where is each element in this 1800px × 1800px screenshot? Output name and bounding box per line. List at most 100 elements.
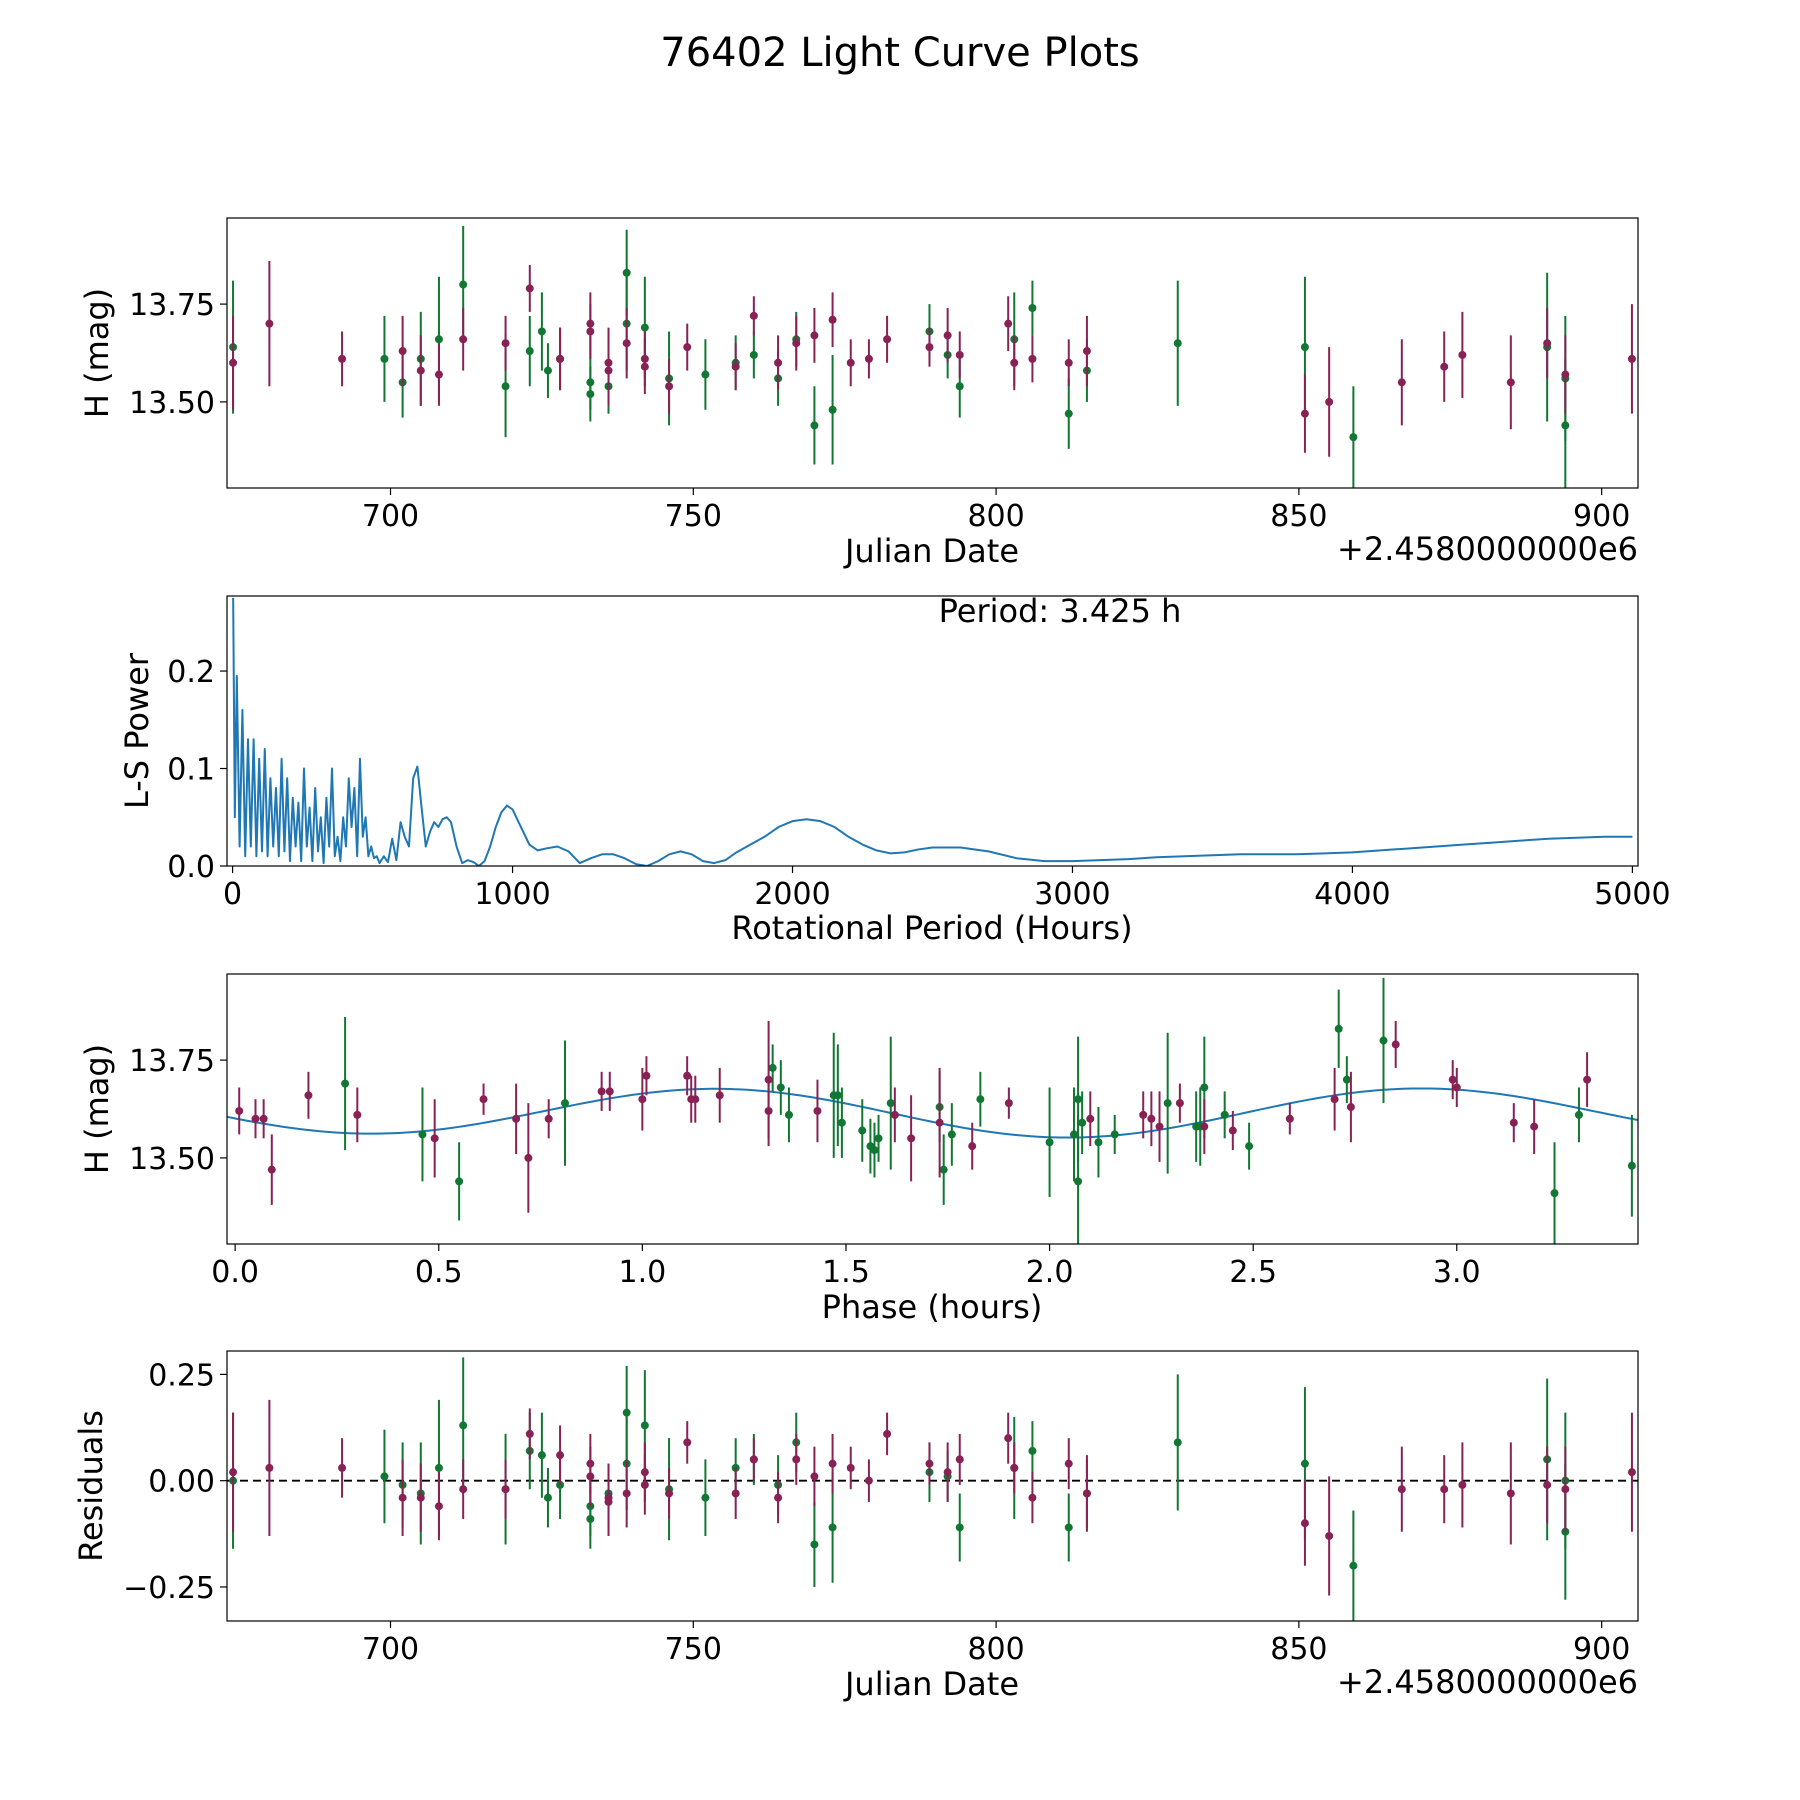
light-curve-ticks: 700 750 800 850 900 13.50 13.75 [129, 288, 1630, 534]
purple-data-point [556, 327, 565, 391]
purple-data-point [1397, 1446, 1406, 1532]
purple-data-point [883, 315, 892, 363]
purple-data-point [955, 1433, 964, 1485]
green-data-point [701, 339, 710, 410]
purple-data-point [605, 1071, 614, 1111]
purple-data-point [864, 1459, 873, 1502]
purple-data-point [604, 1463, 613, 1532]
x-tick-label: 0.0 [211, 1255, 259, 1290]
x-tick-label: 2.5 [1229, 1255, 1277, 1290]
figure-title: 76402 Light Curve Plots [660, 30, 1139, 76]
purple-data-point [1155, 1091, 1164, 1162]
residuals-xlabel: Julian Date [843, 1665, 1019, 1703]
periodogram-ylabel: L-S Power [118, 652, 156, 809]
purple-data-point [792, 1433, 801, 1485]
y-tick-label: 13.75 [129, 288, 215, 323]
purple-data-point [1082, 315, 1091, 387]
x-tick-label: 5000 [1594, 877, 1670, 912]
residuals-ylabel: Residuals [72, 1410, 110, 1562]
purple-data-point [1004, 296, 1013, 352]
purple-data-point [1543, 308, 1552, 379]
green-data-point [380, 315, 389, 402]
green-data-point [537, 292, 546, 371]
purple-data-point [1028, 335, 1037, 383]
purple-data-point [890, 1087, 899, 1143]
purple-data-point [304, 1071, 313, 1119]
green-data-point [866, 1118, 875, 1174]
green-data-point [749, 331, 758, 379]
purple-data-point [524, 1103, 533, 1213]
green-data-point [1627, 1114, 1636, 1217]
purple-data-point [1440, 1455, 1449, 1524]
green-data-point [622, 1365, 631, 1460]
x-tick-label: 700 [362, 1632, 419, 1667]
purple-data-point [398, 1459, 407, 1536]
purple-data-point [1325, 347, 1334, 457]
purple-data-point [828, 292, 837, 348]
x-tick-label: 1.5 [822, 1255, 870, 1290]
purple-data-point [501, 1459, 510, 1519]
residuals-panel: 700 750 800 850 900 −0.25 0.00 0.25 Julian Date… [72, 1350, 1639, 1703]
periodogram-marks [232, 597, 1633, 866]
purple-data-point [1147, 1091, 1156, 1147]
purple-data-point [1458, 311, 1467, 398]
purple-data-point [640, 1455, 649, 1515]
periodogram-line [232, 597, 1633, 866]
purple-data-point [731, 1467, 740, 1519]
green-data-point [858, 1099, 867, 1162]
purple-data-point [1448, 1060, 1457, 1100]
purple-data-point [642, 1056, 651, 1096]
purple-data-point [267, 1134, 276, 1205]
purple-data-point [1452, 1067, 1461, 1108]
purple-data-point [1627, 1412, 1636, 1532]
green-data-point [776, 1060, 785, 1115]
x-tick-label: 750 [665, 1632, 722, 1667]
purple-data-point [434, 1472, 443, 1541]
phase-panel: 0.0 0.5 1.0 1.5 2.0 2.5 3.0 13.50 13.75 Phase (h… [78, 973, 1639, 1326]
purple-data-point [907, 1095, 916, 1182]
purple-data-point [828, 1433, 837, 1494]
green-data-point [870, 1122, 879, 1178]
green-data-point [341, 1017, 350, 1151]
y-tick-label: 0.25 [148, 1358, 215, 1393]
purple-data-point [416, 1463, 425, 1532]
x-tick-label: 900 [1573, 1632, 1630, 1667]
purple-data-point [434, 343, 443, 406]
purple-data-point [1543, 1446, 1552, 1524]
periodogram-panel: 0 1000 2000 3000 4000 5000 0.0 0.1 0.2 Period: 3… [118, 592, 1671, 947]
x-tick-label: 1.0 [618, 1255, 666, 1290]
residuals-ticks: 700 750 800 850 900 −0.25 0.00 0.25 [123, 1358, 1630, 1667]
purple-data-point [813, 1079, 822, 1143]
purple-data-point [1028, 1472, 1037, 1524]
residuals-marks [227, 1357, 1638, 1621]
phase-axes-frame [226, 973, 1639, 1245]
periodogram-axes-frame [226, 595, 1639, 867]
purple-data-point [764, 1075, 773, 1147]
purple-data-point [1086, 1091, 1095, 1147]
green-data-point [833, 1044, 842, 1147]
green-data-point [1110, 1114, 1119, 1154]
purple-data-point [416, 335, 425, 406]
purple-data-point [1509, 1103, 1518, 1143]
purple-data-point [955, 331, 964, 379]
purple-data-point [265, 1399, 274, 1536]
y-tick-label: 13.75 [129, 1044, 215, 1079]
y-tick-label: −0.25 [123, 1571, 215, 1606]
x-tick-label: 1000 [474, 877, 550, 912]
purple-data-point [338, 1438, 347, 1498]
purple-data-point [683, 1421, 692, 1464]
purple-data-point [1010, 335, 1019, 391]
purple-data-point [1561, 335, 1570, 414]
green-data-point [976, 1071, 985, 1127]
x-tick-label: 700 [362, 499, 419, 534]
x-tick-label: 2000 [754, 877, 830, 912]
green-data-point [886, 1036, 895, 1170]
green-data-point [955, 1493, 964, 1562]
purple-data-point [925, 327, 934, 367]
green-data-point [837, 1087, 846, 1158]
green-data-point [1342, 1056, 1351, 1104]
green-data-point [768, 1044, 777, 1092]
purple-data-point [1391, 1020, 1400, 1068]
green-data-point [418, 1087, 427, 1182]
purple-data-point [864, 339, 873, 379]
